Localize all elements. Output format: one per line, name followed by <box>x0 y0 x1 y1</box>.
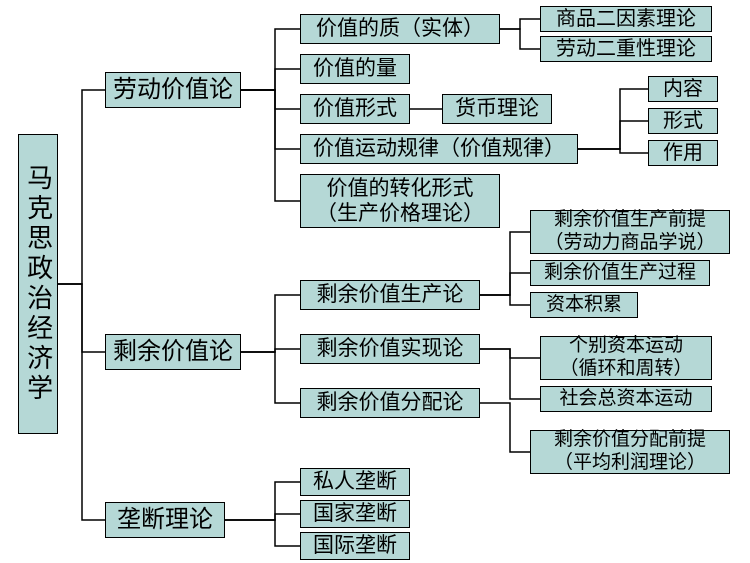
edge-l1-l1b <box>500 29 540 49</box>
node-l1: 价值的质（实体） <box>300 14 500 44</box>
node-l1a: 商品二因素理论 <box>540 6 712 32</box>
node-surplus: 剩余价值论 <box>105 334 241 370</box>
edge-root-labor <box>58 90 105 284</box>
edge-monop-m2 <box>225 514 300 520</box>
node-l4: 价值运动规律（价值规律） <box>300 134 578 164</box>
node-l4a: 内容 <box>648 76 718 102</box>
node-l2: 价值的量 <box>300 54 410 84</box>
node-l4c: 作用 <box>648 140 718 166</box>
edge-surplus-s1 <box>241 295 300 352</box>
node-m1: 私人垄断 <box>300 468 410 496</box>
node-s1b: 剩余价值生产过程 <box>530 260 710 286</box>
edge-l4-l4c <box>578 149 648 153</box>
node-s3a: 剩余价值分配前提 （平均利润理论） <box>530 430 730 474</box>
node-s1: 剩余价值生产论 <box>300 280 480 310</box>
node-m3: 国际垄断 <box>300 532 410 560</box>
node-root: 马克思政治经济学 <box>18 134 58 434</box>
edge-labor-l4 <box>241 90 300 149</box>
node-labor: 劳动价值论 <box>105 72 241 108</box>
edge-s1-s1a <box>480 232 530 295</box>
edge-s1-s1c <box>480 295 530 305</box>
node-m2: 国家垄断 <box>300 500 410 528</box>
edge-s3-s3a <box>480 403 530 452</box>
node-monop: 垄断理论 <box>105 502 225 538</box>
node-l3: 价值形式 <box>300 94 410 124</box>
edge-labor-l2 <box>241 69 300 90</box>
edge-surplus-s3 <box>241 352 300 403</box>
node-l5: 价值的转化形式 （生产价格理论） <box>300 174 500 228</box>
edge-root-monop <box>58 284 105 520</box>
edge-s2-s2b <box>480 349 540 399</box>
edge-s1-s1b <box>480 273 530 295</box>
node-s1c: 资本积累 <box>530 292 638 318</box>
edge-labor-l3 <box>241 90 300 109</box>
node-s1a: 剩余价值生产前提 （劳动力商品学说） <box>530 210 730 254</box>
node-s2a: 个别资本运动 （循环和周转） <box>540 336 712 380</box>
edge-labor-l5 <box>241 90 300 201</box>
node-l3a: 货币理论 <box>442 94 552 124</box>
node-l4b: 形式 <box>648 108 718 134</box>
edge-monop-m3 <box>225 520 300 546</box>
edge-labor-l1 <box>241 29 300 90</box>
edge-l4-l4b <box>578 121 648 149</box>
node-l1b: 劳动二重性理论 <box>540 36 712 62</box>
edge-l1-l1a <box>500 19 540 29</box>
node-s2: 剩余价值实现论 <box>300 334 480 364</box>
diagram-stage: 马克思政治经济学 劳动价值论剩余价值论垄断理论 价值的质（实体） 价值的量价值形式价值… <box>0 0 750 563</box>
edge-l4-l4a <box>578 89 648 149</box>
node-s2b: 社会总资本运动 <box>540 386 712 412</box>
node-s3: 剩余价值分配论 <box>300 388 480 418</box>
